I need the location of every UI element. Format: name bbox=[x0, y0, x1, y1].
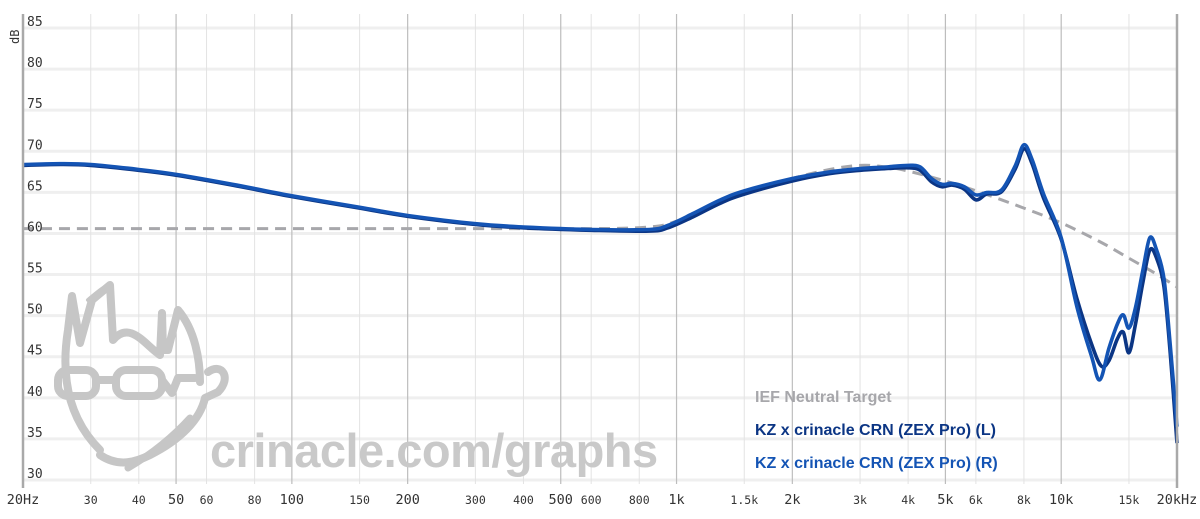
x-tick-label: 400 bbox=[513, 493, 534, 507]
y-tick-label: 65 bbox=[27, 179, 43, 194]
x-tick-label: 4k bbox=[901, 493, 915, 507]
x-tick-label: 5k bbox=[937, 492, 953, 508]
right-channel-curve bbox=[22, 142, 1179, 427]
series-path bbox=[22, 142, 1179, 427]
x-tick-label: 3k bbox=[853, 493, 867, 507]
y-tick-label: 50 bbox=[27, 303, 43, 318]
y-tick-label: 45 bbox=[27, 344, 43, 359]
y-tick-label: 35 bbox=[27, 426, 43, 441]
watermark-text: crinacle.com/graphs bbox=[210, 424, 658, 477]
axes: 85 80 75 70 65 60 55 50 45 40 35 30 20Hz 30 40 50 60 80 10… bbox=[7, 14, 1198, 508]
legend-item-left-channel[interactable]: KZ x crinacle CRN (ZEX Pro) (L) bbox=[755, 422, 996, 439]
y-tick-label: 70 bbox=[27, 138, 43, 153]
x-tick-label: 10k bbox=[1049, 492, 1073, 508]
x-tick-label: 20Hz bbox=[7, 492, 40, 508]
target-curve bbox=[22, 163, 1178, 289]
y-tick-label: 85 bbox=[27, 15, 43, 30]
legend-item-target[interactable]: IEF Neutral Target bbox=[755, 389, 892, 406]
x-tick-label: 8k bbox=[1017, 493, 1031, 507]
x-tick-label: 600 bbox=[581, 493, 602, 507]
x-tick-label: 1.5k bbox=[730, 493, 758, 507]
crinacle-face-logo-icon bbox=[54, 281, 229, 472]
x-tick-label: 60 bbox=[200, 493, 214, 507]
x-tick-label: 15k bbox=[1119, 493, 1140, 507]
x-tick-label: 100 bbox=[280, 492, 304, 508]
legend-item-right-channel[interactable]: KZ x crinacle CRN (ZEX Pro) (R) bbox=[755, 455, 998, 472]
x-tick-label: 200 bbox=[395, 492, 419, 508]
x-tick-label: 80 bbox=[248, 493, 262, 507]
x-tick-label: 150 bbox=[349, 493, 370, 507]
y-tick-label: 40 bbox=[27, 385, 43, 400]
x-tick-label: 300 bbox=[465, 493, 486, 507]
y-tick-label: 80 bbox=[27, 56, 43, 71]
legend: IEF Neutral Target KZ x crinacle CRN (ZE… bbox=[755, 381, 998, 480]
x-tick-label: 50 bbox=[168, 492, 184, 508]
y-tick-label: 75 bbox=[27, 97, 43, 112]
y-tick-label: 55 bbox=[27, 262, 43, 277]
x-tick-label: 2k bbox=[784, 492, 800, 508]
y-tick-label: 60 bbox=[27, 220, 43, 235]
x-tick-label: 40 bbox=[132, 493, 146, 507]
y-axis-unit-label: dB bbox=[8, 29, 22, 44]
series-path bbox=[22, 163, 1178, 289]
x-tick-label: 6k bbox=[969, 493, 983, 507]
x-tick-label: 20kHz bbox=[1157, 492, 1198, 508]
y-tick-label: 30 bbox=[27, 467, 43, 482]
x-tick-label: 800 bbox=[629, 493, 650, 507]
x-tick-label: 500 bbox=[549, 492, 573, 508]
x-tick-label: 30 bbox=[84, 493, 98, 507]
x-tick-label: 1k bbox=[668, 492, 684, 508]
